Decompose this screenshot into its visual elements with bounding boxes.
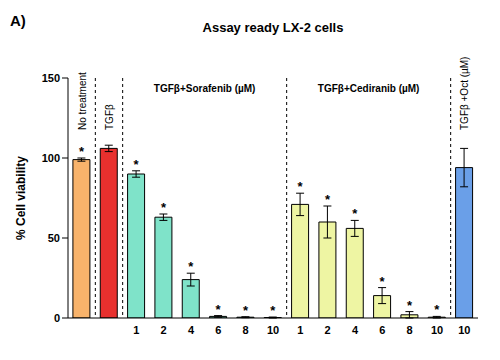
svg-text:*: *	[407, 298, 413, 313]
svg-text:TGFβ+Cediranib (µM): TGFβ+Cediranib (µM)	[318, 83, 420, 94]
svg-text:8: 8	[407, 324, 413, 336]
svg-text:150: 150	[42, 72, 60, 84]
svg-text:1: 1	[133, 324, 139, 336]
svg-text:*: *	[188, 259, 194, 274]
svg-text:2: 2	[161, 324, 167, 336]
svg-text:*: *	[352, 206, 358, 221]
html-text:Assay ready LX-2 cells: Assay ready LX-2 cells	[202, 20, 344, 35]
svg-text:10: 10	[267, 324, 279, 336]
svg-text:10: 10	[431, 324, 443, 336]
svg-text:*: *	[325, 192, 331, 207]
svg-text:1: 1	[297, 324, 303, 336]
svg-text:TGFβ: TGFβ	[104, 104, 115, 130]
svg-text:*: *	[298, 179, 304, 194]
svg-text:100: 100	[42, 152, 60, 164]
svg-text:2: 2	[325, 324, 331, 336]
svg-text:*: *	[79, 144, 85, 159]
svg-text:*: *	[134, 157, 140, 172]
svg-text:*: *	[434, 302, 440, 317]
svg-text:*: *	[380, 274, 386, 289]
svg-text:*: *	[270, 303, 276, 318]
svg-text:TGFβ+Sorafenib (µM): TGFβ+Sorafenib (µM)	[154, 83, 256, 94]
svg-text:*: *	[161, 200, 167, 215]
svg-text:No treatment: No treatment	[77, 72, 88, 130]
svg-text:8: 8	[243, 324, 249, 336]
svg-text:TGFβ +Oct (µM): TGFβ +Oct (µM)	[459, 57, 470, 130]
svg-text:50: 50	[48, 232, 60, 244]
svg-text:0: 0	[54, 312, 60, 324]
svg-text:6: 6	[215, 324, 221, 336]
svg-text:*: *	[243, 303, 249, 318]
html-text:A): A)	[10, 12, 26, 29]
svg-text:6: 6	[379, 324, 385, 336]
svg-text:4: 4	[352, 324, 359, 336]
svg-text:% Cell viability: % Cell viability	[14, 156, 28, 240]
svg-text:10: 10	[458, 324, 470, 336]
svg-text:4: 4	[188, 324, 195, 336]
svg-text:*: *	[216, 302, 222, 317]
